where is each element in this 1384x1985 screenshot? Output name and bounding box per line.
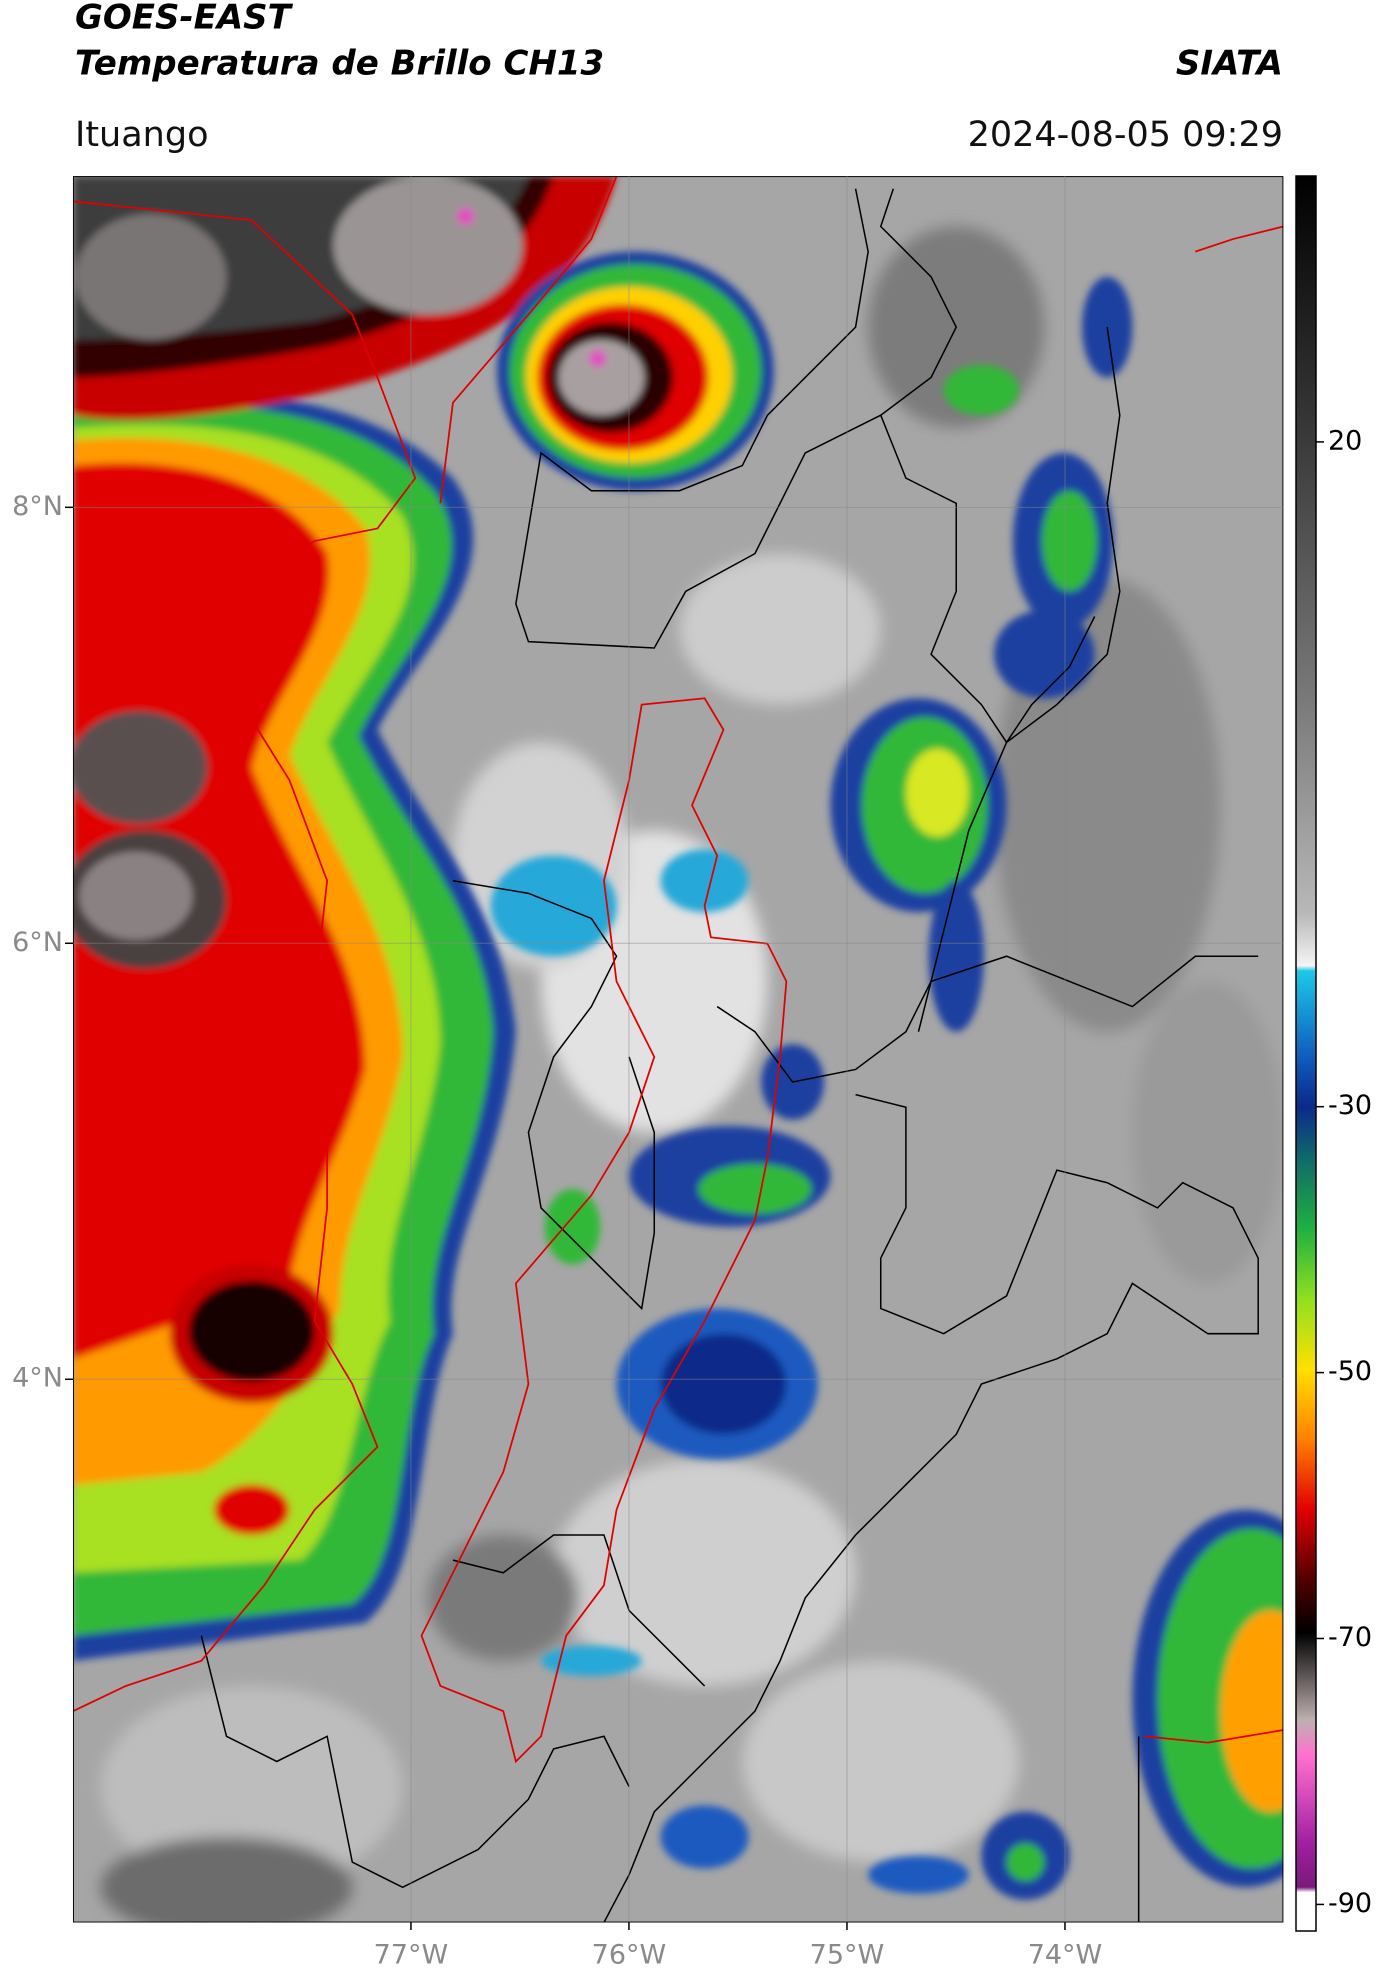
lat-tick-label: 6°N [12, 927, 63, 958]
lon-tick-label: 75°W [810, 1940, 885, 1971]
lon-tick-label: 74°W [1028, 1940, 1103, 1971]
satellite-image [72, 176, 1284, 1923]
title: Temperatura de Brillo CH13 [75, 44, 604, 84]
lat-tick-label: 4°N [12, 1363, 63, 1394]
location: Ituango [75, 115, 209, 155]
colorbar-tick-label: -70 [1328, 1622, 1372, 1653]
source: SIATA [1176, 44, 1283, 84]
lat-tick-label: 8°N [12, 491, 63, 522]
colorbar-tick-label: 20 [1328, 425, 1362, 456]
datetime: 2024-08-05 09:29 [968, 115, 1283, 155]
colorbar [1295, 175, 1317, 1932]
lon-tick-label: 76°W [592, 1940, 667, 1971]
colorbar-tick-label: -90 [1328, 1888, 1372, 1919]
colorbar-tick-label: -50 [1328, 1356, 1372, 1387]
colorbar-tick-label: -30 [1328, 1090, 1372, 1121]
lon-tick-label: 77°W [374, 1940, 449, 1971]
title: GOES-EAST [75, 0, 294, 38]
